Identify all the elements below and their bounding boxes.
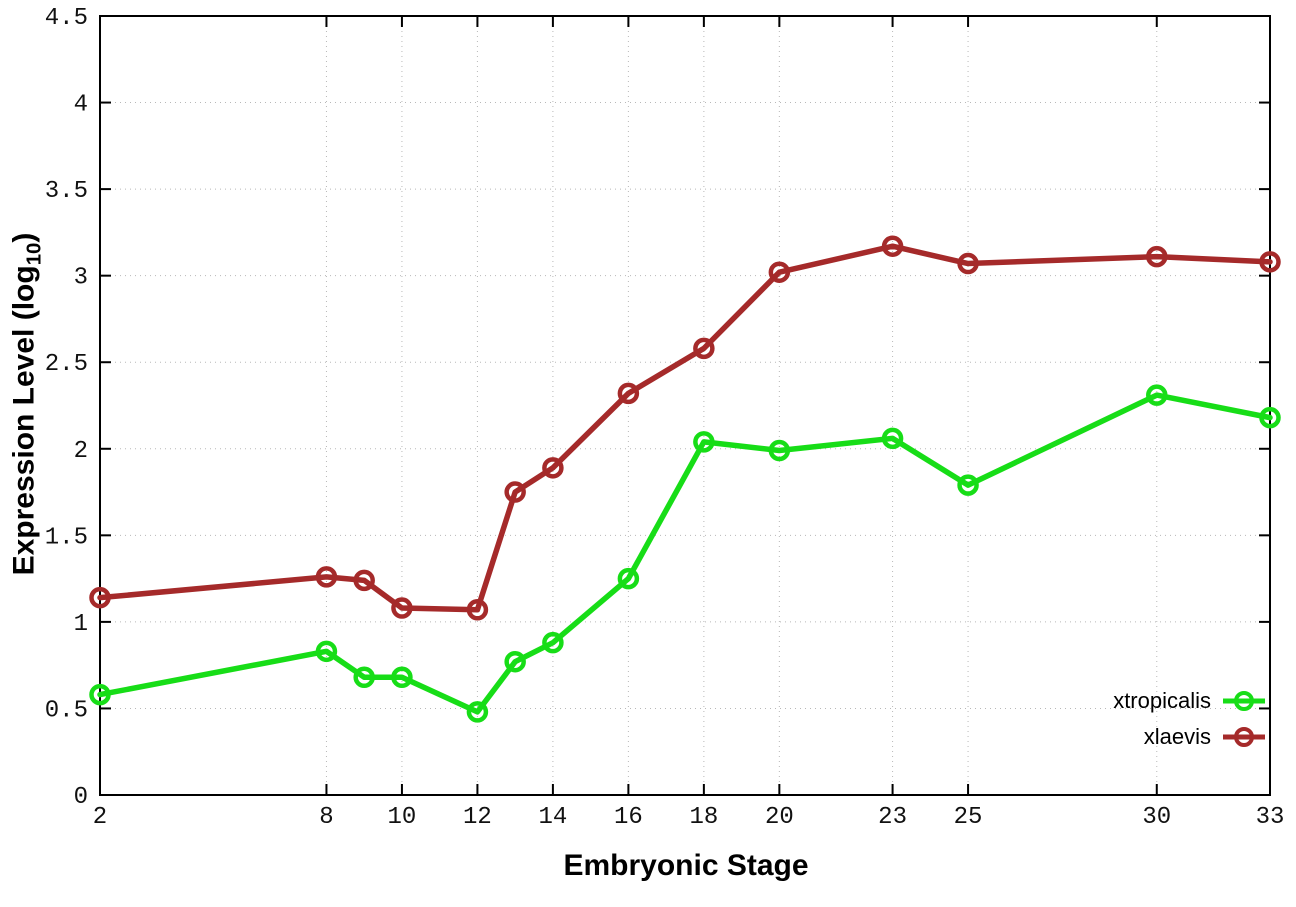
data-point-xlaevis [391,597,413,619]
data-point-xlaevis [693,337,715,360]
data-point-xlaevis [542,457,564,479]
data-point-xlaevis [504,481,526,503]
x-tick-label: 10 [388,804,417,831]
x-tick-label: 8 [319,804,333,831]
x-tick-label: 12 [463,804,492,831]
data-point-xlaevis [881,235,904,257]
open-circle-marker-icon [1234,691,1254,711]
data-point-xtropicalis [89,683,111,706]
data-point-xlaevis [89,586,111,609]
x-tick-label: 2 [93,804,107,831]
y-tick-label: 2.5 [45,351,88,378]
data-point-xtropicalis [504,650,526,673]
data-point-xtropicalis [1146,384,1168,406]
data-point-xlaevis [617,382,640,405]
data-point-xlaevis [1259,251,1281,273]
x-axis-title: Embryonic Stage [563,849,809,882]
plot-border [99,15,1271,796]
y-tick-label: 3 [74,265,88,292]
x-tick-label: 30 [1142,804,1171,831]
y-tick-label: 2 [74,438,88,465]
x-tick-label: 18 [689,804,718,831]
data-point-xtropicalis [617,567,640,590]
data-point-xtropicalis [693,431,715,453]
legend-label-xtropicalis: xtropicalis [1113,688,1211,713]
data-point-xtropicalis [881,427,904,450]
legend-item-xtropicalis: xtropicalis [1113,683,1265,719]
data-point-xtropicalis [957,474,979,496]
legend-sample-xlaevis [1223,724,1265,750]
data-point-xtropicalis [466,701,489,723]
x-tick-label: 14 [538,804,567,831]
y-tick-label: 1.5 [45,524,88,551]
series-line-xlaevis [97,243,1273,613]
legend-item-xlaevis: xlaevis [1113,719,1265,755]
x-tick-label: 33 [1256,804,1285,831]
legend-label-xlaevis: xlaevis [1143,724,1211,749]
y-tick-label: 0.5 [45,697,88,724]
y-axis-title-subscript: 10 [23,242,46,266]
data-point-xlaevis [315,566,338,588]
x-tick-label: 20 [765,804,794,831]
data-point-xlaevis [1146,245,1168,268]
y-axis-title: Expression Level (log10) [8,233,47,576]
x-tick-label: 25 [954,804,983,831]
legend-sample-xtropicalis [1223,688,1265,714]
y-tick-label: 1 [74,611,88,638]
data-point-xtropicalis [353,666,375,689]
data-point-xtropicalis [768,439,791,462]
y-axis-title-text: Expression Level (log [7,265,41,576]
y-tick-label: 4 [74,92,88,119]
data-point-xtropicalis [391,666,413,689]
data-point-xlaevis [957,252,979,275]
data-point-xlaevis [768,261,791,283]
x-tick-label: 23 [878,804,907,831]
y-tick-label: 0 [74,784,88,811]
open-circle-marker-icon [1234,727,1254,747]
legend: xtropicalis xlaevis [1113,683,1265,755]
data-point-xtropicalis [542,631,564,654]
y-tick-label: 4.5 [45,5,88,32]
series-line-xtropicalis [97,392,1273,715]
data-point-xtropicalis [1259,406,1281,429]
data-point-xlaevis [466,599,489,621]
data-point-xlaevis [353,569,375,592]
x-tick-label: 16 [614,804,643,831]
y-axis-title-close: ) [7,232,41,243]
y-tick-label: 3.5 [45,178,88,205]
data-point-xtropicalis [315,640,338,663]
